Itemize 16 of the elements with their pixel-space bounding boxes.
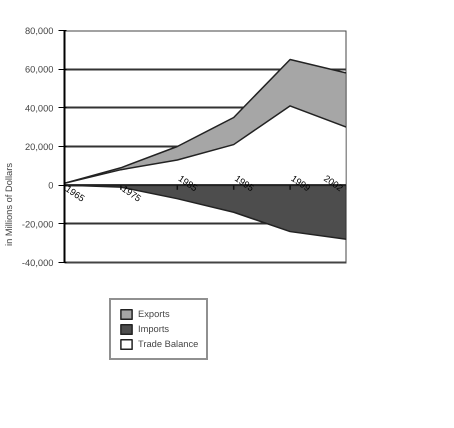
legend-label: Imports xyxy=(138,324,170,334)
y-tick-label: 80,000 xyxy=(24,26,54,36)
x-tick-label: 1965 xyxy=(64,184,86,204)
x-tick-label: 1995 xyxy=(232,173,256,194)
y-tick-label: 0 xyxy=(48,180,54,191)
x-tick-label: 1985 xyxy=(176,173,200,194)
legend-label: Exports xyxy=(138,309,170,319)
y-tick-label: 20,000 xyxy=(24,142,54,152)
y-axis-title: in Millions of Dollars xyxy=(4,162,14,246)
y-tick-label: -20,000 xyxy=(22,219,54,230)
y-tick-label: 40,000 xyxy=(24,103,54,114)
y-tick-label: 60,000 xyxy=(24,64,54,75)
x-tick-label: 1999 xyxy=(289,173,312,194)
x-tick-label: 1975 xyxy=(120,184,143,204)
y-tick-label: -40,000 xyxy=(22,258,54,268)
legend-label: Trade Balance xyxy=(138,339,198,349)
